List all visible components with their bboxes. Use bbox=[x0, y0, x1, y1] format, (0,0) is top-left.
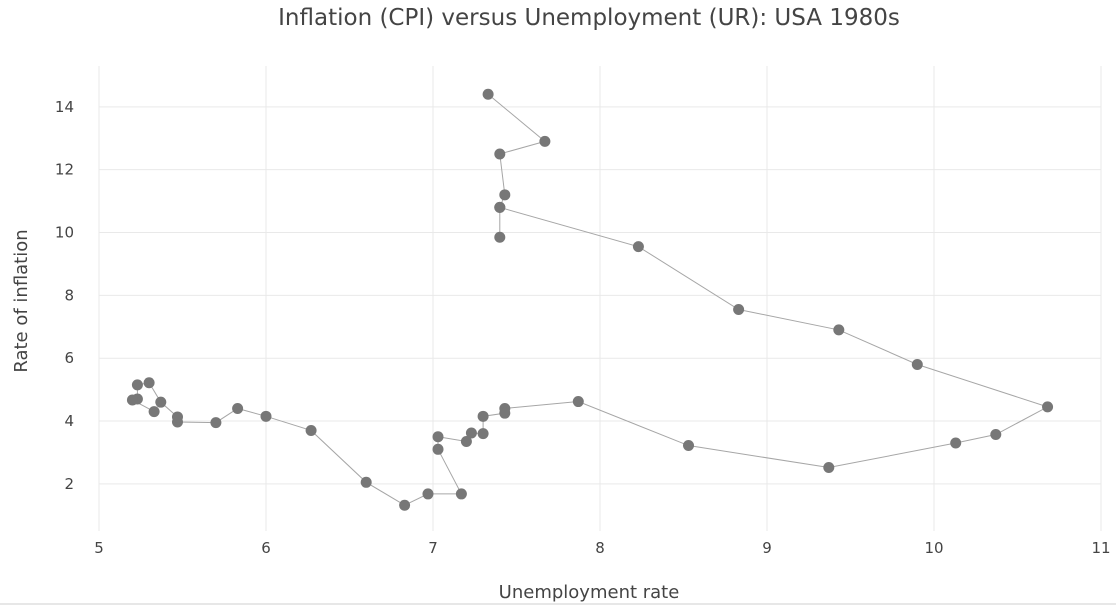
x-tick-label: 9 bbox=[762, 539, 772, 557]
data-series bbox=[126, 88, 1054, 511]
x-tick-label: 7 bbox=[428, 539, 438, 557]
y-tick-label: 4 bbox=[64, 412, 74, 430]
data-point bbox=[399, 499, 411, 511]
data-point bbox=[131, 379, 143, 391]
x-axis-label: Unemployment rate bbox=[499, 582, 680, 603]
data-point bbox=[148, 406, 160, 418]
y-tick-label: 6 bbox=[64, 349, 74, 367]
data-point bbox=[155, 396, 167, 408]
y-axis-label: Rate of inflation bbox=[11, 229, 32, 372]
y-tick-label: 12 bbox=[55, 161, 74, 179]
data-point bbox=[482, 88, 494, 100]
data-point bbox=[260, 410, 272, 422]
data-point bbox=[422, 488, 434, 500]
data-point bbox=[1042, 401, 1054, 413]
data-point bbox=[823, 462, 835, 474]
data-point bbox=[494, 201, 506, 213]
data-point bbox=[539, 135, 551, 147]
grid-lines bbox=[98, 66, 1102, 531]
x-tick-label: 10 bbox=[924, 539, 943, 557]
data-point bbox=[432, 431, 444, 443]
data-point bbox=[733, 303, 745, 315]
data-point bbox=[494, 148, 506, 160]
data-point bbox=[632, 241, 644, 253]
data-point bbox=[210, 417, 222, 429]
x-axis-ticks: 5 6 7 8 9 10 11 bbox=[94, 539, 1110, 557]
data-point bbox=[477, 428, 489, 440]
data-point bbox=[360, 476, 372, 488]
y-tick-label: 14 bbox=[55, 98, 74, 116]
data-point bbox=[460, 435, 472, 447]
data-point bbox=[305, 424, 317, 436]
y-tick-label: 2 bbox=[64, 475, 74, 493]
data-point bbox=[950, 437, 962, 449]
data-point bbox=[499, 407, 511, 419]
data-point bbox=[232, 402, 244, 414]
x-tick-label: 11 bbox=[1091, 539, 1110, 557]
data-point bbox=[465, 427, 477, 439]
y-axis-ticks: 2 4 6 8 10 12 14 bbox=[55, 98, 74, 493]
data-point bbox=[990, 429, 1002, 441]
x-tick-label: 6 bbox=[261, 539, 271, 557]
x-tick-label: 5 bbox=[94, 539, 104, 557]
data-point bbox=[455, 488, 467, 500]
y-tick-label: 10 bbox=[55, 224, 74, 242]
data-point bbox=[126, 394, 138, 406]
data-point bbox=[683, 440, 695, 452]
data-points bbox=[126, 88, 1054, 511]
chart-title: Inflation (CPI) versus Unemployment (UR)… bbox=[278, 5, 900, 31]
y-tick-label: 8 bbox=[64, 286, 74, 304]
data-point bbox=[432, 443, 444, 455]
data-point bbox=[494, 231, 506, 243]
data-point bbox=[572, 396, 584, 408]
data-point bbox=[911, 358, 923, 370]
x-tick-label: 8 bbox=[595, 539, 605, 557]
series-line bbox=[130, 93, 1049, 506]
data-point bbox=[833, 324, 845, 336]
data-point bbox=[499, 189, 511, 201]
data-point bbox=[143, 377, 155, 389]
data-point bbox=[477, 410, 489, 422]
data-point bbox=[171, 411, 183, 423]
